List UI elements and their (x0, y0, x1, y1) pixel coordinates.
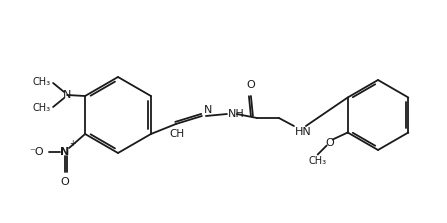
Text: CH₃: CH₃ (33, 77, 51, 87)
Text: O: O (247, 80, 255, 90)
Text: NH: NH (228, 109, 245, 119)
Text: N: N (60, 147, 70, 157)
Text: HN: HN (295, 127, 312, 137)
Text: N: N (63, 90, 71, 100)
Text: ⁻O: ⁻O (30, 147, 44, 157)
Text: CH: CH (169, 129, 185, 139)
Text: O: O (325, 138, 334, 147)
Text: CH₃: CH₃ (33, 103, 51, 113)
Text: +: + (69, 139, 76, 148)
Text: CH₃: CH₃ (308, 155, 327, 165)
Text: N: N (204, 105, 212, 115)
Text: O: O (61, 177, 69, 187)
